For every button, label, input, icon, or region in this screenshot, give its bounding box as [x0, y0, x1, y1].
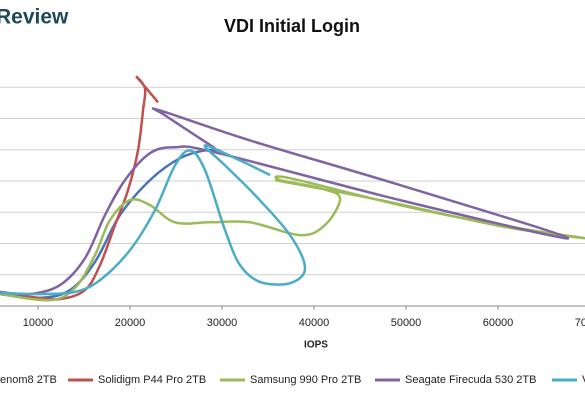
- x-tick-label: 40000: [299, 317, 330, 329]
- x-tick-label: 70000: [575, 317, 585, 329]
- legend-label: Seagate Firecuda 530 2TB: [405, 374, 536, 386]
- series-line: [0, 107, 570, 296]
- x-tick-label: 60000: [483, 317, 514, 329]
- chart-title: VDI Initial Login: [224, 16, 360, 36]
- x-tick-label: 10000: [23, 317, 54, 329]
- series-line: [0, 144, 307, 296]
- brand-logo: Review: [0, 6, 69, 29]
- x-axis-label: IOPS: [304, 340, 328, 351]
- x-tick-label: 30000: [207, 317, 238, 329]
- legend-label: enom8 2TB: [0, 374, 57, 386]
- x-tick-label: 20000: [115, 317, 146, 329]
- legend-label: V: [582, 374, 585, 386]
- legend-label: Samsung 990 Pro 2TB: [250, 374, 361, 386]
- legend-label: Solidigm P44 Pro 2TB: [98, 374, 206, 386]
- x-tick-label: 50000: [391, 317, 422, 329]
- plot-area: [0, 75, 585, 302]
